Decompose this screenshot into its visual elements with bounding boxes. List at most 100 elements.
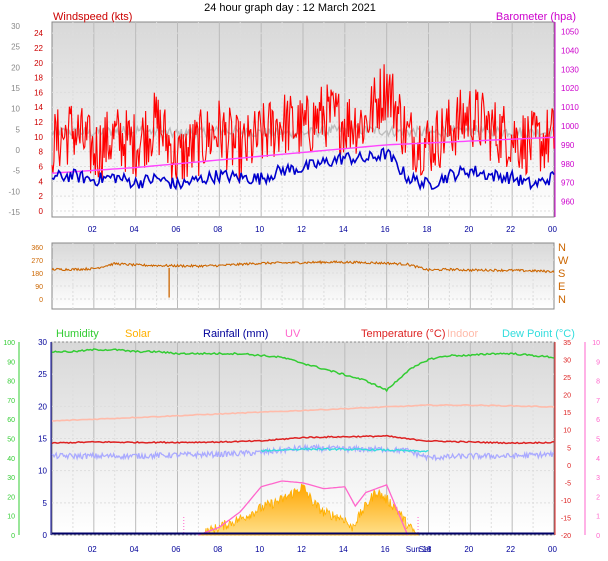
barometer-tick-label: 980 <box>561 160 575 169</box>
barometer-tick-label: 990 <box>561 141 575 150</box>
humidity-tick-label: 50 <box>7 437 15 444</box>
x-tick-label: 12 <box>297 225 306 234</box>
windspeed-tick-label: 18 <box>34 74 43 83</box>
x-tick-label: 10 <box>255 545 264 554</box>
sunset-label-sun: Sun <box>406 545 420 554</box>
humidity-tick-label: 40 <box>7 456 15 463</box>
wind-grid <box>52 22 554 217</box>
humidity-tick-label: 60 <box>7 417 15 424</box>
uv-tick-label: 2 <box>596 494 600 501</box>
legend-dew-point: Dew Point (°C) <box>502 328 575 340</box>
windspeed-tick-label: 8 <box>39 148 44 157</box>
humidity-tick-label: 0 <box>11 533 15 540</box>
outer-tick-label: -5 <box>13 167 21 176</box>
environment-legend: Humidity Solar Rainfall (mm) UV Temperature … <box>56 328 575 340</box>
rain-tick-label: 30 <box>38 338 47 347</box>
outer-tick-label: -10 <box>8 187 20 196</box>
grey-series-line <box>51 123 555 141</box>
outer-tick-label: 5 <box>16 125 21 134</box>
barometer-tick-label: 1020 <box>561 84 579 93</box>
legend-temperature: Temperature (°C) <box>361 328 445 340</box>
x-tick-label: 02 <box>88 545 97 554</box>
compass-label: E <box>558 281 565 293</box>
temperature-tick-label: -5 <box>565 480 571 487</box>
direction-grid <box>52 243 554 309</box>
windspeed-tick-label: 16 <box>34 88 43 97</box>
humidity-tick-label: 30 <box>7 475 15 482</box>
temperature-tick-label: 30 <box>563 358 571 365</box>
direction-axis-ticks: 360 N 270 W 180 S 90 E 0 N <box>31 242 569 306</box>
x-tick-label: 16 <box>381 225 390 234</box>
barometer-tick-label: 1000 <box>561 122 579 131</box>
environment-series <box>51 348 555 536</box>
uv-tick-label: 3 <box>596 475 600 482</box>
uv-tick-label: 0 <box>596 533 600 540</box>
x-tick-label: 18 <box>423 225 432 234</box>
chart-title: 24 hour graph day : 12 March 2021 <box>204 2 376 14</box>
x-tick-label: 06 <box>172 225 181 234</box>
x-tick-label: 10 <box>255 225 264 234</box>
temperature-series-line <box>51 434 555 445</box>
direction-tick-label: 90 <box>35 284 43 291</box>
rain-tick-label: 15 <box>38 435 47 444</box>
x-tick-label: 08 <box>213 545 222 554</box>
humidity-tick-label: 100 <box>3 340 15 347</box>
x-tick-label: 20 <box>464 225 473 234</box>
windspeed-tick-label: 14 <box>34 103 43 112</box>
direction-tick-label: 0 <box>39 297 43 304</box>
uv-tick-label: 6 <box>596 417 600 424</box>
humidity-series-line <box>51 348 555 393</box>
rain-tick-label: 0 <box>43 531 48 540</box>
avg-wind-series-line <box>51 147 555 192</box>
windspeed-tick-label: 12 <box>34 118 43 127</box>
outer-tick-label: 25 <box>11 43 20 52</box>
dew-point-series-line <box>260 447 429 453</box>
direction-tick-label: 360 <box>31 245 43 252</box>
outer-tick-label: 30 <box>11 22 20 31</box>
x-tick-label: 14 <box>339 225 348 234</box>
x-tick-label: 18 <box>423 545 432 554</box>
temperature-tick-label: -10 <box>561 498 571 505</box>
barometer-tick-label: 1010 <box>561 103 579 112</box>
barometer-tick-label: 1030 <box>561 65 579 74</box>
x-tick-label: 00 <box>548 545 557 554</box>
wind-axis-ticks: 242220181614121086420302520151050-5-10-1… <box>8 22 579 234</box>
x-tick-label: 04 <box>130 545 139 554</box>
legend-humidity: Humidity <box>56 328 99 340</box>
rain-tick-label: 5 <box>43 499 48 508</box>
outer-tick-label: 0 <box>16 146 21 155</box>
compass-label: N <box>558 294 566 306</box>
x-tick-label: 04 <box>130 225 139 234</box>
temperature-tick-label: 0 <box>567 463 571 470</box>
rain-tick-label: 20 <box>38 402 47 411</box>
windspeed-axis-label: Windspeed (kts) <box>53 11 132 23</box>
rain-tick-label: 25 <box>38 370 47 379</box>
windspeed-tick-label: 20 <box>34 59 43 68</box>
x-tick-label: 22 <box>506 225 515 234</box>
windspeed-tick-label: 4 <box>39 177 44 186</box>
uv-tick-label: 7 <box>596 398 600 405</box>
barometer-axis-label: Barometer (hpa) <box>496 11 576 23</box>
temperature-tick-label: 15 <box>563 410 571 417</box>
compass-label: N <box>558 242 566 254</box>
wind-series <box>51 64 555 192</box>
barometer-tick-label: 1050 <box>561 27 579 36</box>
legend-indoor: Indoor <box>447 328 479 340</box>
outer-tick-label: 15 <box>11 84 20 93</box>
temperature-tick-label: -15 <box>561 515 571 522</box>
outer-tick-label: 10 <box>11 105 20 114</box>
direction-tick-label: 270 <box>31 258 43 265</box>
outer-tick-label: -15 <box>8 208 20 217</box>
indoor-series-line <box>52 403 555 422</box>
x-tick-label: 14 <box>339 545 348 554</box>
uv-series-line <box>198 480 409 536</box>
x-tick-label: 22 <box>506 545 515 554</box>
direction-tick-label: 180 <box>31 271 43 278</box>
humidity-tick-label: 80 <box>7 379 15 386</box>
uv-tick-label: 1 <box>596 514 600 521</box>
windspeed-tick-label: 24 <box>34 29 43 38</box>
windspeed-tick-label: 10 <box>34 133 43 142</box>
windspeed-tick-label: 0 <box>39 207 44 216</box>
barometer-tick-label: 1040 <box>561 46 579 55</box>
